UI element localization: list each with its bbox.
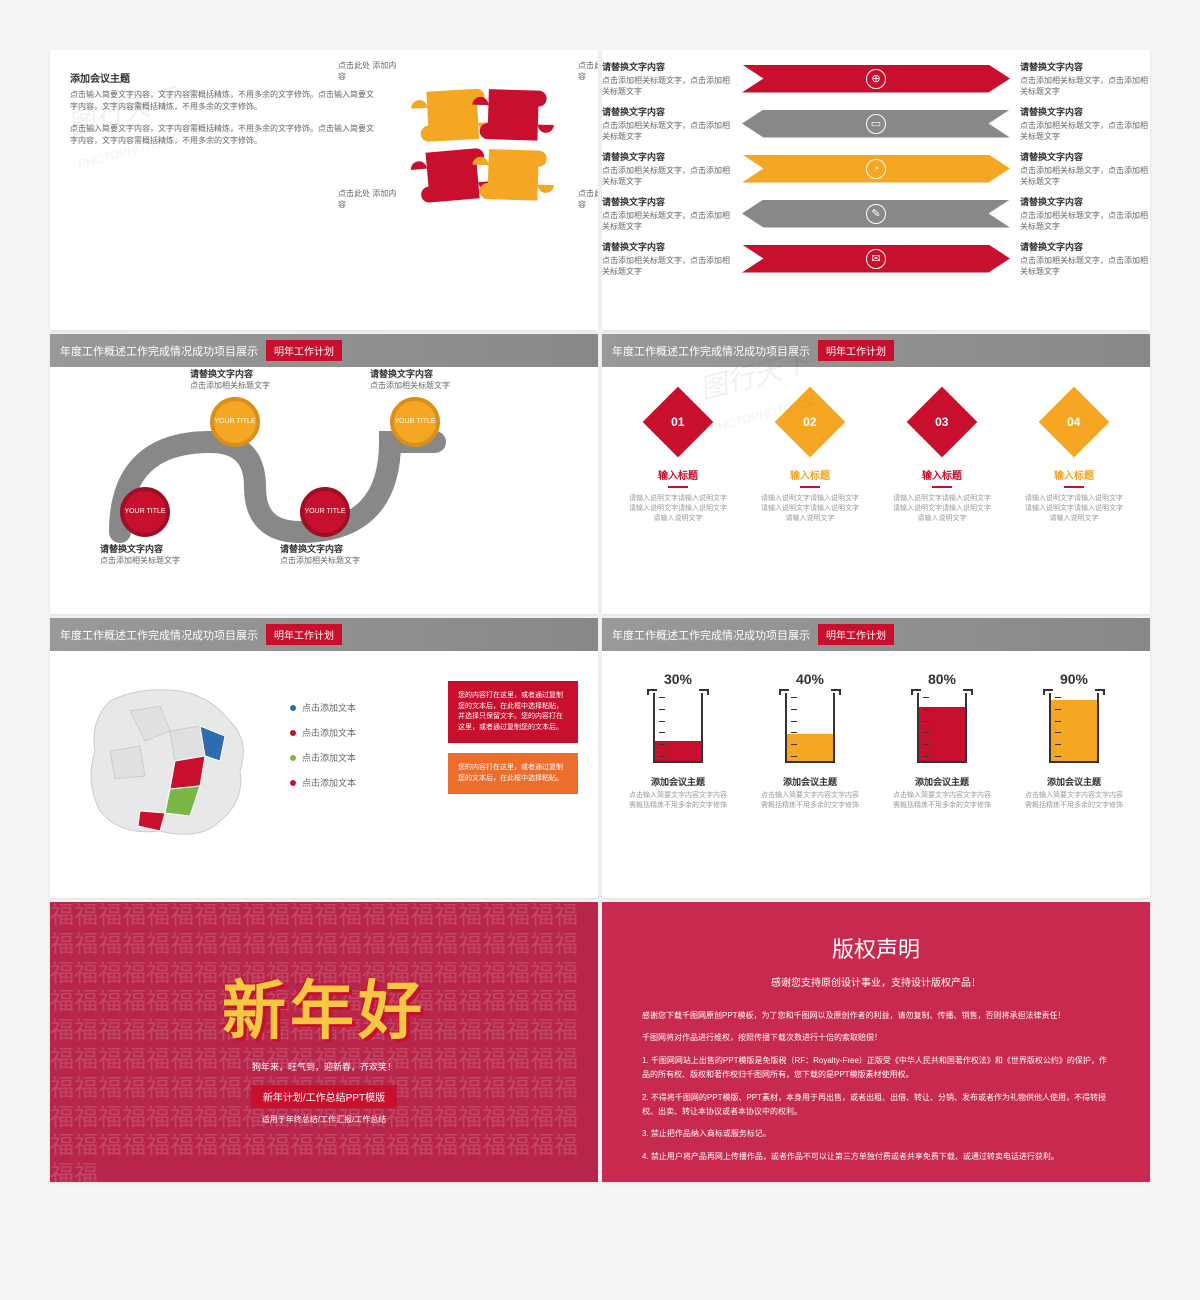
arrow-text: 请替换文字内容点击添加相关标题文字，点击添加相关标题文字 [1020, 60, 1150, 97]
arrow-shape: ⊕ [742, 65, 1010, 93]
slide-header: 年度工作概述工作完成情况成功项目展示 明年工作计划 [50, 618, 598, 651]
arrow-icon: ✎ [866, 204, 886, 224]
puzzle-title: 添加会议主题 [70, 70, 378, 85]
diamond-item: 04输入标题请输入说明文字请输入说明文字请输入说明文字请输入说明文字请输入说明文… [1024, 387, 1124, 599]
arrow-shape: ✉ [742, 245, 1010, 273]
arrow-row: 请替换文字内容点击添加相关标题文字，点击添加相关标题文字 ✎ 请替换文字内容点击添加… [602, 195, 1150, 232]
beaker-percent: 40% [760, 671, 860, 687]
diamond-item: 02输入标题请输入说明文字请输入说明文字请输入说明文字请输入说明文字请输入说明文… [760, 387, 860, 599]
map-callout-orange: 您的内容打在这里，或者通过复制您的文本后，在此框中选择粘贴。 [448, 753, 578, 794]
plan-tab: 明年工作计划 [266, 624, 342, 645]
arrow-text: 请替换文字内容点击添加相关标题文字，点击添加相关标题文字 [602, 105, 732, 142]
slide-puzzle: 图行天下PHOTOPHOTO.CN 添加会议主题 点击输入简要文字内容，文字内容… [50, 50, 598, 330]
puzzle-callout: 点击此处 添加内容 [578, 60, 598, 82]
slide-header: 年度工作概述工作完成情况成功项目展示 明年工作计划 [50, 334, 598, 367]
slide-diamonds: 年度工作概述工作完成情况成功项目展示 明年工作计划 图行天下PHOTOPHOTO… [602, 334, 1150, 614]
beaker-shape [785, 693, 835, 763]
slide-timeline: 年度工作概述工作完成情况成功项目展示 明年工作计划 YOUR TITLE 请替换文… [50, 334, 598, 614]
beaker-shape [917, 693, 967, 763]
copyright-sub: 感谢您支持原创设计事业，支持设计版权产品！ [642, 974, 1110, 989]
slide-beakers: 年度工作概述工作完成情况成功项目展示 明年工作计划 30%添加会议主题点击输入简… [602, 618, 1150, 898]
puzzle-callout: 点击此处 添加内容 [338, 188, 398, 210]
timeline-node: YOUR TITLE [300, 487, 350, 537]
plan-tab: 明年工作计划 [818, 340, 894, 361]
timeline-node: YOUR TITLE [390, 397, 440, 447]
slide-copyright: 版权声明 感谢您支持原创设计事业，支持设计版权产品！ 感谢您下载千图网原创PPT… [602, 902, 1150, 1182]
copyright-title: 版权声明 [642, 932, 1110, 964]
arrow-text: 请替换文字内容点击添加相关标题文字，点击添加相关标题文字 [602, 195, 732, 232]
diamond-shape: 03 [907, 387, 978, 458]
puzzle-callout: 点击此处 添加内容 [338, 60, 398, 82]
diamond-item: 03输入标题请输入说明文字请输入说明文字请输入说明文字请输入说明文字请输入说明文… [892, 387, 992, 599]
plan-tab: 明年工作计划 [266, 340, 342, 361]
arrow-text: 请替换文字内容点击添加相关标题文字，点击添加相关标题文字 [602, 240, 732, 277]
timeline-label: 请替换文字内容点击添加相关标题文字 [280, 542, 380, 566]
beaker-item: 30%添加会议主题点击输入简要文字内容文字内容需概括精炼不用多余的文字修饰 [628, 671, 728, 883]
puzzle-callout: 点击此处 添加内容 [578, 188, 598, 210]
arrow-text: 请替换文字内容点击添加相关标题文字，点击添加相关标题文字 [1020, 195, 1150, 232]
arrow-icon: ✉ [866, 249, 886, 269]
arrow-row: 请替换文字内容点击添加相关标题文字，点击添加相关标题文字 ⊕ 请替换文字内容点击添加… [602, 60, 1150, 97]
map-callout-red: 您的内容打在这里，或者通过复制您的文本后，在此框中选择粘贴，并选择只保留文字。您… [448, 681, 578, 743]
slide-arrows: 请替换文字内容点击添加相关标题文字，点击添加相关标题文字 ⊕ 请替换文字内容点击添加… [602, 50, 1150, 330]
beaker-item: 90%添加会议主题点击输入简要文字内容文字内容需概括精炼不用多余的文字修饰 [1024, 671, 1124, 883]
china-map [70, 671, 270, 851]
arrow-icon: ⊕ [866, 69, 886, 89]
slide-header: 年度工作概述工作完成情况成功项目展示 明年工作计划 [602, 334, 1150, 367]
timeline-label: 请替换文字内容点击添加相关标题文字 [100, 542, 200, 566]
arrow-row: 请替换文字内容点击添加相关标题文字，点击添加相关标题文字 ◔ 请替换文字内容点击添加… [602, 150, 1150, 187]
beaker-shape [1049, 693, 1099, 763]
arrow-row: 请替换文字内容点击添加相关标题文字，点击添加相关标题文字 ✉ 请替换文字内容点击添加… [602, 240, 1150, 277]
arrow-shape: ◔ [742, 155, 1010, 183]
diamond-item: 01输入标题请输入说明文字请输入说明文字请输入说明文字请输入说明文字请输入说明文… [628, 387, 728, 599]
timeline-node: YOUR TITLE [210, 397, 260, 447]
newyear-sub: 狗年来，旺气到，迎新春，齐欢笑！ [252, 1060, 396, 1073]
puzzle-graphic: 点击此处 添加内容 点击此处 添加内容 点击此处 添加内容 点击此处 添加内容 [398, 70, 578, 250]
arrow-text: 请替换文字内容点击添加相关标题文字，点击添加相关标题文字 [1020, 105, 1150, 142]
beaker-percent: 80% [892, 671, 992, 687]
plan-tab: 明年工作计划 [818, 624, 894, 645]
arrow-text: 请替换文字内容点击添加相关标题文字，点击添加相关标题文字 [1020, 240, 1150, 277]
arrow-icon: ◔ [866, 159, 886, 179]
arrow-text: 请替换文字内容点击添加相关标题文字，点击添加相关标题文字 [602, 60, 732, 97]
newyear-title: 新年好 [222, 960, 426, 1052]
beaker-item: 40%添加会议主题点击输入简要文字内容文字内容需概括精炼不用多余的文字修饰 [760, 671, 860, 883]
timeline-node: YOUR TITLE [120, 487, 170, 537]
slide-header: 年度工作概述工作完成情况成功项目展示 明年工作计划 [602, 618, 1150, 651]
arrow-shape: ✎ [742, 200, 1010, 228]
puzzle-text-block: 添加会议主题 点击输入简要文字内容，文字内容需概括精炼，不用多余的文字修饰。点击… [70, 70, 378, 157]
timeline-label: 请替换文字内容点击添加相关标题文字 [190, 367, 290, 391]
arrow-row: 请替换文字内容点击添加相关标题文字，点击添加相关标题文字 ▭ 请替换文字内容点击添加… [602, 105, 1150, 142]
newyear-small: 适用于年终总结/工作汇报/工作总结 [262, 1114, 386, 1125]
arrow-text: 请替换文字内容点击添加相关标题文字，点击添加相关标题文字 [602, 150, 732, 187]
arrow-shape: ▭ [742, 110, 1010, 138]
beaker-item: 80%添加会议主题点击输入简要文字内容文字内容需概括精炼不用多余的文字修饰 [892, 671, 992, 883]
diamond-shape: 02 [775, 387, 846, 458]
diamond-shape: 01 [643, 387, 714, 458]
arrow-icon: ▭ [866, 114, 886, 134]
beaker-shape [653, 693, 703, 763]
diamond-shape: 04 [1039, 387, 1110, 458]
slide-map: 年度工作概述工作完成情况成功项目展示 明年工作计划 点击添加文本 点击添加文本 … [50, 618, 598, 898]
arrow-text: 请替换文字内容点击添加相关标题文字，点击添加相关标题文字 [1020, 150, 1150, 187]
slide-newyear: 福福福福福福福福福福福福福福福福福福福福福福福福福福福福福福福福福福福福福福福福… [50, 902, 598, 1182]
beaker-percent: 30% [628, 671, 728, 687]
beaker-percent: 90% [1024, 671, 1124, 687]
newyear-tag: 新年计划/工作总结PPT模版 [251, 1085, 397, 1108]
timeline-label: 请替换文字内容点击添加相关标题文字 [370, 367, 470, 391]
